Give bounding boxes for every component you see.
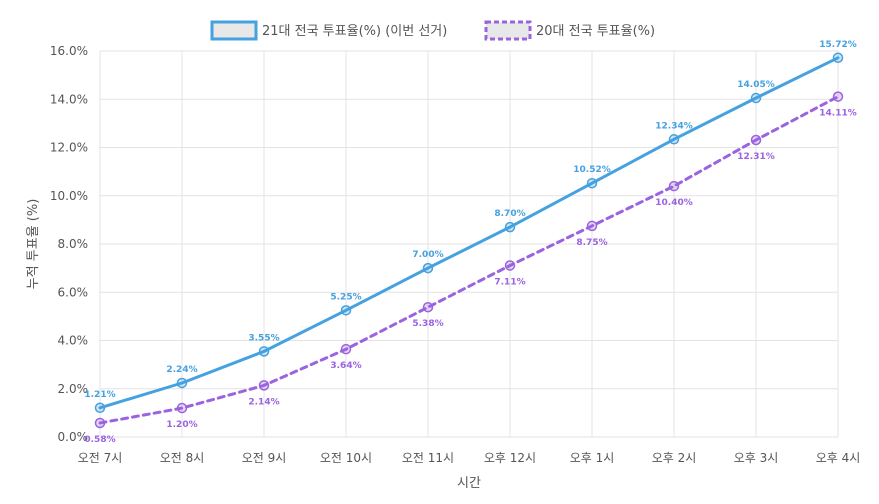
legend-label-series-1: 21대 전국 투표율(%) (이번 선거) [262, 24, 447, 39]
x-axis-title: 시간 [457, 476, 481, 491]
data-point[interactable] [832, 91, 844, 102]
y-tick-label: 8.0% [58, 237, 89, 251]
x-tick-label: 오전 10시 [320, 451, 372, 465]
data-label: 5.25% [330, 292, 361, 302]
data-point[interactable] [258, 380, 270, 391]
legend-label-series-2: 20대 전국 투표율(%) [536, 24, 655, 39]
data-label: 3.55% [248, 333, 279, 343]
data-point[interactable] [668, 134, 680, 145]
series-2: 0.58% 1.20% 2.14% 3.64% 5.38% 7.11% 8.75% 10.40… [84, 91, 857, 445]
x-tick-label: 오전 11시 [402, 451, 454, 465]
data-label: 2.24% [166, 365, 197, 375]
y-tick-label: 0.0% [58, 430, 89, 444]
data-label: 12.31% [737, 152, 775, 162]
data-point[interactable] [176, 402, 188, 414]
y-axis-title: 누적 투표율 (%) [26, 199, 41, 290]
x-tick-label: 오전 8시 [160, 451, 205, 465]
y-tick-label: 10.0% [50, 189, 88, 203]
data-point[interactable] [586, 177, 598, 189]
y-tick-label: 2.0% [58, 382, 89, 396]
legend-item-series-2[interactable]: 20대 전국 투표율(%) [484, 20, 655, 41]
data-label: 0.58% [84, 435, 115, 445]
data-point[interactable] [422, 301, 434, 313]
data-label: 7.00% [412, 250, 443, 260]
data-point[interactable] [750, 92, 762, 104]
data-label: 5.38% [412, 319, 443, 329]
data-point[interactable] [340, 305, 352, 316]
legend-swatch-series-1 [210, 20, 258, 41]
x-tick-label: 오전 9시 [242, 451, 287, 465]
data-label: 2.14% [248, 397, 279, 407]
data-label: 14.05% [737, 80, 775, 90]
y-tick-label: 6.0% [58, 285, 89, 299]
x-tick-label: 오후 4시 [816, 451, 861, 465]
data-label: 8.75% [576, 238, 607, 248]
data-point[interactable] [504, 221, 516, 233]
series-line-2 [98, 95, 840, 425]
data-point[interactable] [176, 377, 188, 389]
data-label: 15.72% [819, 40, 857, 50]
x-tick-label: 오후 1시 [570, 451, 615, 465]
data-label: 10.40% [655, 198, 693, 208]
data-point[interactable] [668, 180, 680, 192]
x-tick-label: 오후 12시 [484, 451, 536, 465]
data-point[interactable] [94, 417, 106, 429]
data-point[interactable] [504, 260, 516, 271]
data-label: 14.11% [819, 109, 857, 119]
series-layer: 0.58% 1.20% 2.14% 3.64% 5.38% 7.11% 8.75% 10.40… [84, 40, 856, 445]
grid-layer [99, 50, 839, 438]
data-label: 1.21% [84, 390, 115, 400]
data-point[interactable] [750, 134, 762, 146]
y-tick-label: 12.0% [50, 141, 88, 155]
series-1: 1.21% 2.24% 3.55% 5.25% 7.00% 8.70% 10.52% 12.3… [84, 40, 857, 414]
data-point[interactable] [586, 220, 598, 232]
y-axis: 0.0% 2.0% 4.0% 6.0% 8.0% 10.0% 12.0% 14.0% 16.0% [50, 44, 88, 444]
data-label: 3.64% [330, 361, 361, 371]
x-axis: 오전 7시 오전 8시 오전 9시 오전 10시 오전 11시 오후 12시 오후 1시 오후… [78, 451, 861, 465]
y-tick-label: 14.0% [50, 92, 88, 106]
data-label: 12.34% [655, 121, 693, 131]
legend: 21대 전국 투표율(%) (이번 선거) 20대 전국 투표율(%) [210, 20, 655, 41]
x-tick-label: 오전 7시 [78, 451, 123, 465]
x-tick-label: 오후 2시 [652, 451, 697, 465]
data-label: 10.52% [573, 165, 611, 175]
data-point[interactable] [94, 402, 106, 414]
data-point[interactable] [340, 343, 352, 355]
data-label: 7.11% [494, 277, 525, 287]
data-label: 1.20% [166, 420, 197, 430]
series-line-1 [98, 56, 840, 410]
data-point[interactable] [422, 262, 434, 274]
data-label: 8.70% [494, 209, 525, 219]
x-tick-label: 오후 3시 [734, 451, 779, 465]
legend-item-series-1[interactable]: 21대 전국 투표율(%) (이번 선거) [210, 20, 447, 41]
data-point[interactable] [832, 52, 844, 64]
y-tick-label: 4.0% [58, 334, 89, 348]
legend-swatch-series-2 [484, 20, 532, 41]
data-point[interactable] [258, 346, 270, 357]
y-tick-label: 16.0% [50, 44, 88, 58]
